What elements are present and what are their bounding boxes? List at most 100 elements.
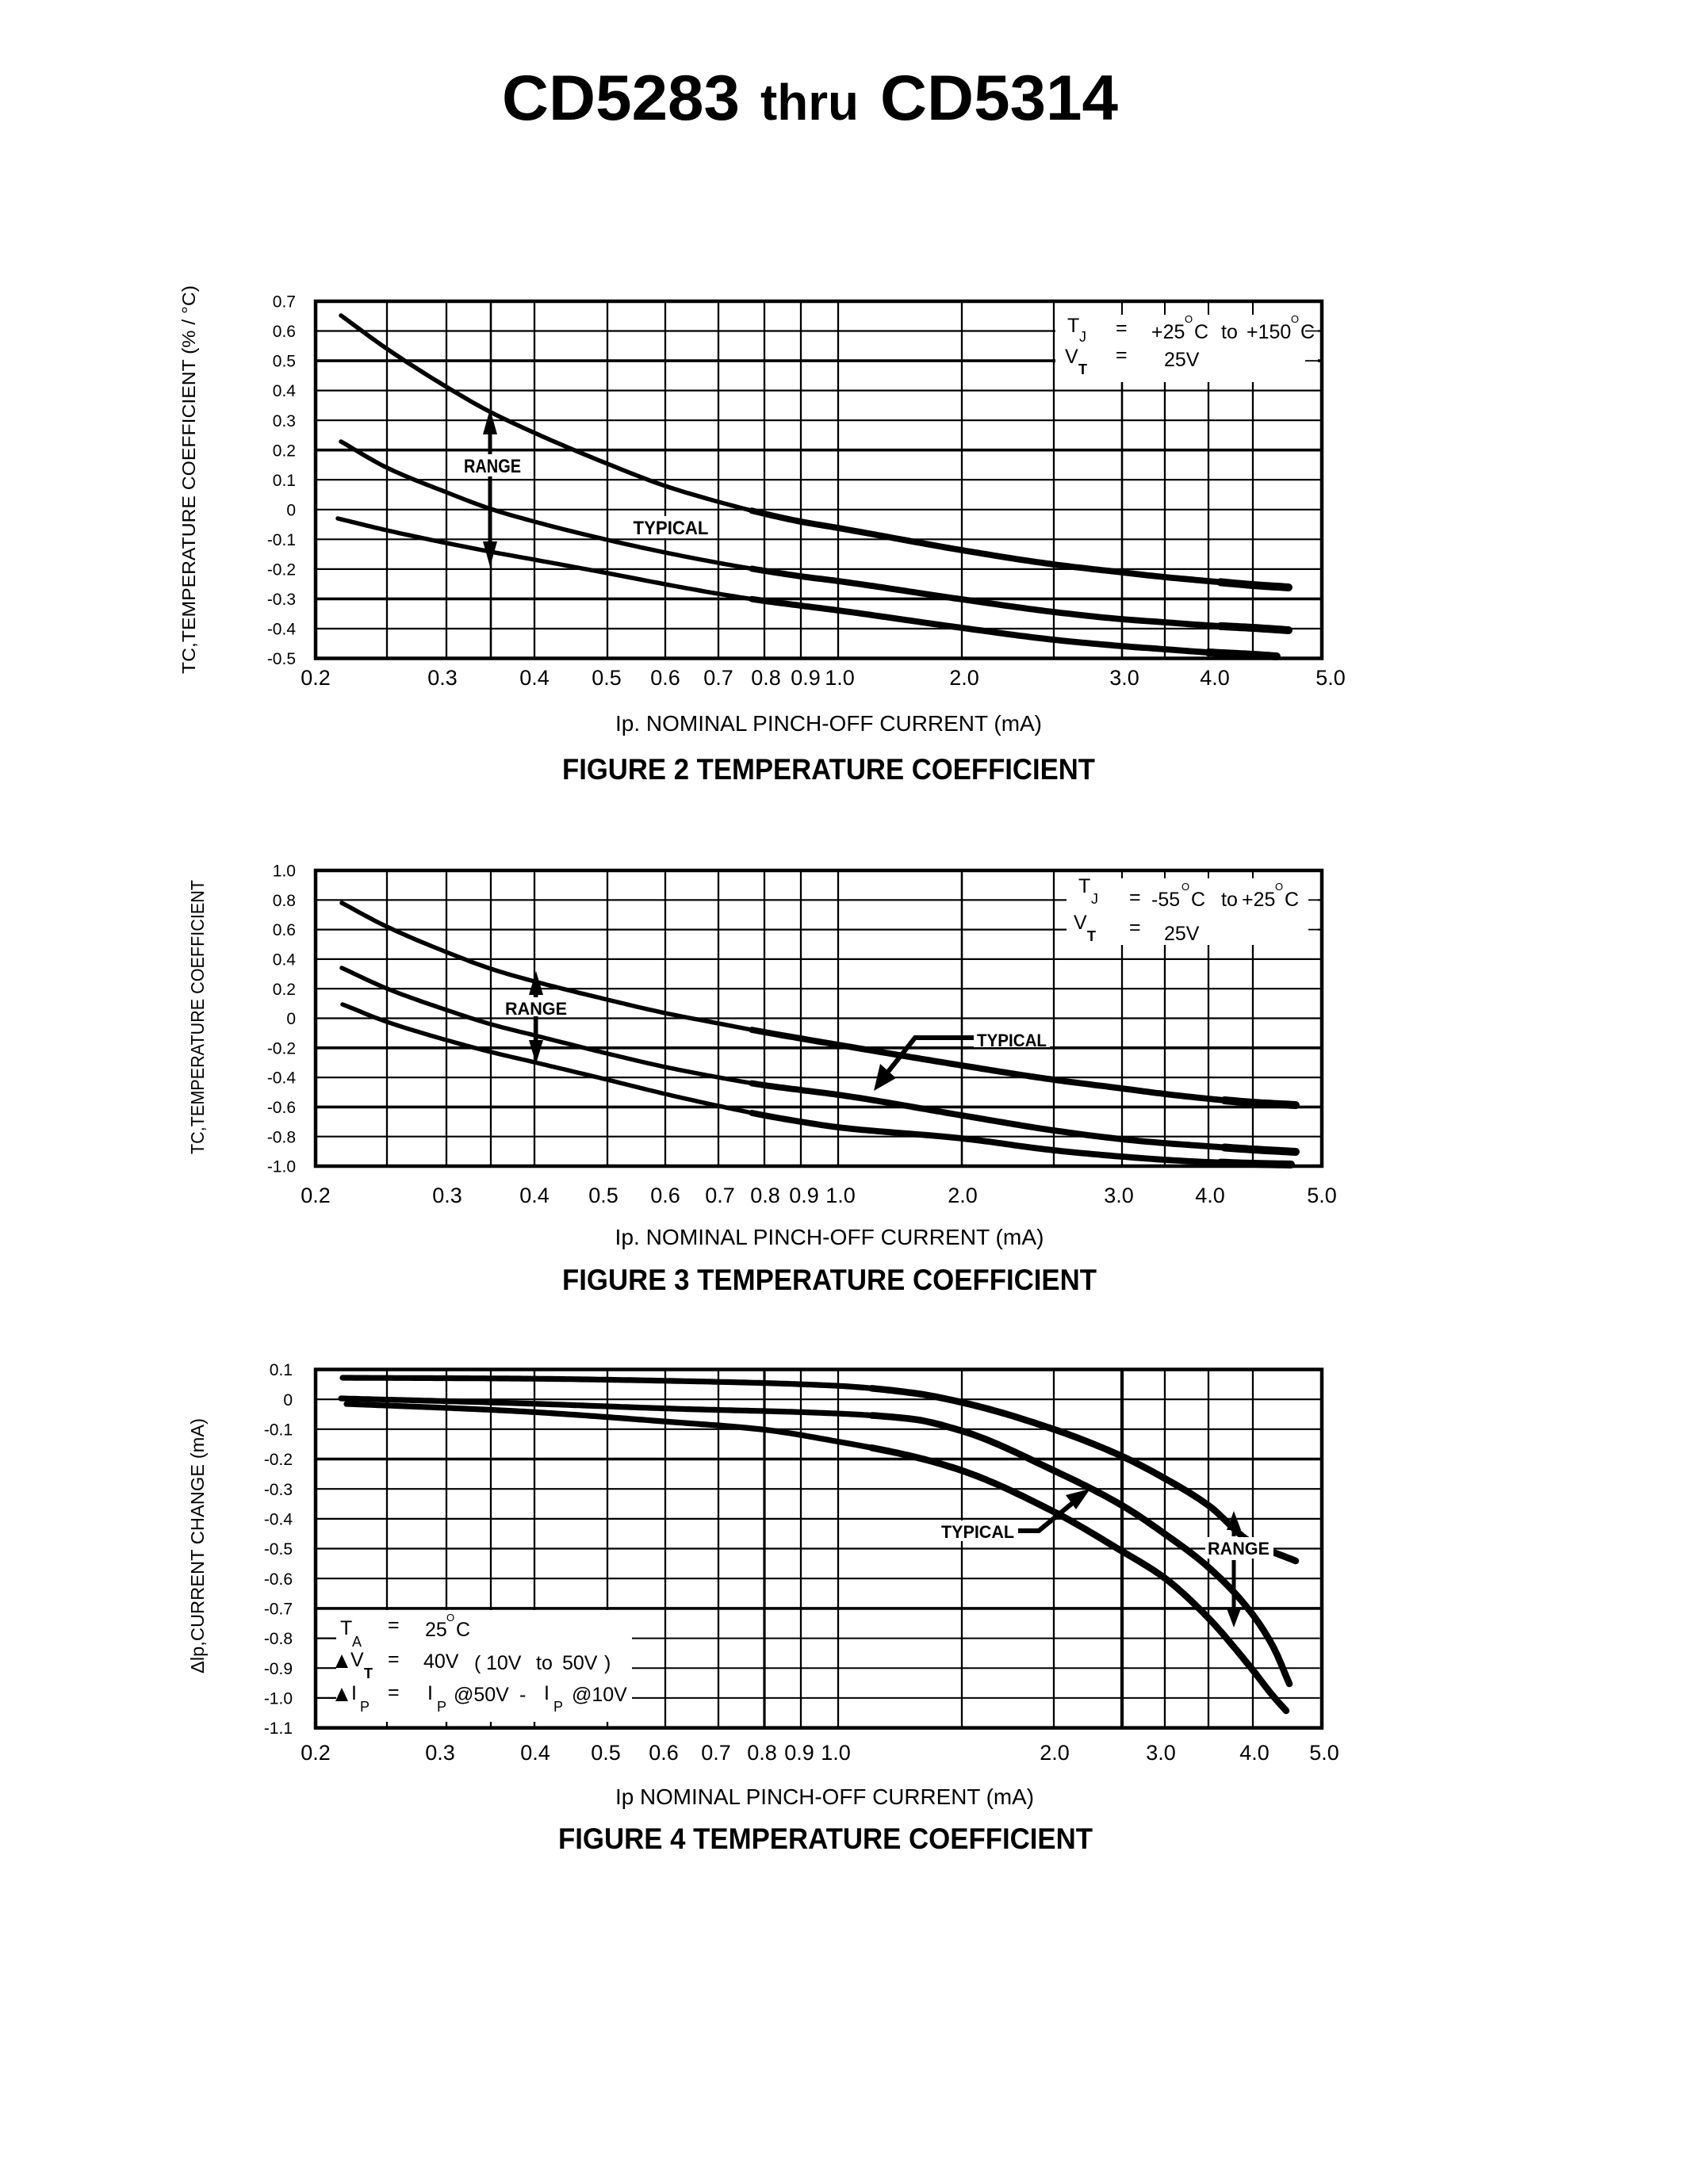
svg-text:V: V [1074,912,1087,934]
svg-text:V: V [1065,346,1078,368]
svg-text:4.0: 4.0 [1239,1741,1269,1765]
svg-text:V: V [350,1649,364,1671]
svg-text:(: ( [474,1652,481,1674]
svg-text:-0.5: -0.5 [267,650,296,668]
svg-text:0.7: 0.7 [273,293,296,312]
svg-text:=: = [1116,344,1128,366]
svg-text:-0.9: -0.9 [264,1660,293,1678]
svg-text:0.2: 0.2 [301,1741,331,1765]
svg-text:0.2: 0.2 [301,666,331,690]
svg-text:-0.1: -0.1 [264,1421,293,1439]
svg-text:3.0: 3.0 [1109,666,1139,690]
svg-text:0.3: 0.3 [425,1741,455,1765]
svg-text:C: C [456,1619,470,1641]
svg-text:CD5314: CD5314 [880,63,1118,134]
svg-text:10V: 10V [486,1652,522,1674]
svg-text:-0.1: -0.1 [267,531,296,549]
svg-text:0: 0 [286,1010,296,1028]
svg-text:0.4: 0.4 [519,666,550,690]
svg-text:5.0: 5.0 [1309,1741,1339,1765]
svg-text:RANGE: RANGE [464,456,521,477]
svg-text:O: O [1185,313,1193,325]
svg-text:0.8: 0.8 [747,1741,777,1765]
svg-text:0.3: 0.3 [427,666,458,690]
svg-text:0.2: 0.2 [273,981,296,999]
svg-text:0.1: 0.1 [270,1361,293,1379]
svg-text:Ip NOMINAL PINCH-OFF CURRENT (: Ip NOMINAL PINCH-OFF CURRENT (mA) [615,1784,1034,1809]
svg-text:-55: -55 [1151,889,1180,911]
svg-text:T: T [1087,928,1096,944]
svg-text:@10V: @10V [572,1684,627,1706]
svg-text:0.7: 0.7 [703,666,733,690]
svg-text:=: = [388,1681,400,1704]
svg-text:-0.6: -0.6 [267,1099,296,1117]
svg-text:C: C [1191,889,1205,911]
svg-text:0.9: 0.9 [791,666,821,690]
svg-text:A: A [352,1634,362,1650]
svg-text:0.5: 0.5 [588,1184,618,1207]
svg-text:T: T [1078,875,1090,897]
svg-text:to: to [1221,321,1238,343]
svg-text:FIGURE 3 TEMPERATURE COEFFICIE: FIGURE 3 TEMPERATURE COEFFICIENT [562,1264,1097,1296]
svg-text:P: P [437,1699,446,1715]
svg-text:0: 0 [283,1391,293,1409]
svg-text:-0.8: -0.8 [267,1128,296,1146]
svg-text:0.7: 0.7 [705,1184,735,1207]
svg-text:@50V: @50V [454,1684,509,1706]
svg-text:0.5: 0.5 [273,353,296,371]
svg-text:1.0: 1.0 [821,1741,851,1765]
svg-text:FIGURE 2 TEMPERATURE COEFFICIE: FIGURE 2 TEMPERATURE COEFFICIENT [562,753,1095,786]
svg-text:25V: 25V [1164,349,1200,371]
svg-text:=: = [1116,317,1128,339]
svg-text:C: C [1194,321,1208,343]
svg-text:5.0: 5.0 [1315,666,1346,690]
svg-text:J: J [1079,329,1086,345]
svg-text:O: O [446,1612,454,1624]
svg-text:0.4: 0.4 [519,1184,550,1207]
svg-text:-0.4: -0.4 [267,1069,297,1088]
svg-text:-1.0: -1.0 [267,1158,296,1176]
svg-text:0.9: 0.9 [784,1741,814,1765]
svg-text:thru: thru [760,74,859,131]
svg-text:0.9: 0.9 [789,1184,819,1207]
svg-text:0.6: 0.6 [273,323,296,341]
svg-text:0.3: 0.3 [273,412,296,430]
svg-text:I: I [544,1682,550,1704]
svg-text:O: O [1275,881,1283,893]
svg-text:-0.8: -0.8 [264,1630,293,1648]
svg-text:50V: 50V [562,1652,598,1674]
svg-text:25V: 25V [1164,923,1200,945]
svg-text:I: I [427,1682,433,1704]
svg-text:to: to [536,1652,553,1674]
svg-text:0.6: 0.6 [273,921,296,939]
svg-text:=: = [1129,886,1141,908]
svg-text:2.0: 2.0 [1040,1741,1070,1765]
svg-text:=: = [388,1614,400,1636]
svg-text:+25: +25 [1151,321,1185,343]
svg-text:-1.1: -1.1 [264,1719,293,1738]
svg-text:T: T [340,1617,352,1639]
svg-text:J: J [1091,891,1098,907]
svg-text:0.5: 0.5 [591,1741,621,1765]
svg-text:FIGURE 4 TEMPERATURE COEFFICIE: FIGURE 4 TEMPERATURE COEFFICIENT [558,1823,1093,1855]
svg-text:-0.2: -0.2 [264,1451,293,1469]
svg-text:0.6: 0.6 [650,666,680,690]
svg-text:+25: +25 [1242,889,1275,911]
svg-text:to: to [1221,889,1238,911]
svg-text:2.0: 2.0 [948,1184,978,1207]
svg-text:3.0: 3.0 [1146,1741,1176,1765]
svg-text:P: P [360,1699,370,1715]
svg-text:C: C [1285,889,1299,911]
svg-text:-0.4: -0.4 [264,1511,293,1529]
svg-text:=: = [1129,916,1141,939]
svg-text:3.0: 3.0 [1104,1184,1134,1207]
svg-text:Ip. NOMINAL PINCH-OFF CURRENT: Ip. NOMINAL PINCH-OFF CURRENT (mA) [615,711,1042,736]
svg-text:1.0: 1.0 [825,1184,856,1207]
svg-text:-0.4: -0.4 [267,621,297,639]
svg-text:-0.2: -0.2 [267,1039,296,1058]
svg-text:T: T [1078,361,1087,377]
svg-text:25: 25 [425,1619,447,1641]
svg-text:0.4: 0.4 [273,382,297,400]
svg-text:-0.3: -0.3 [267,591,296,609]
svg-text:0.8: 0.8 [751,666,781,690]
